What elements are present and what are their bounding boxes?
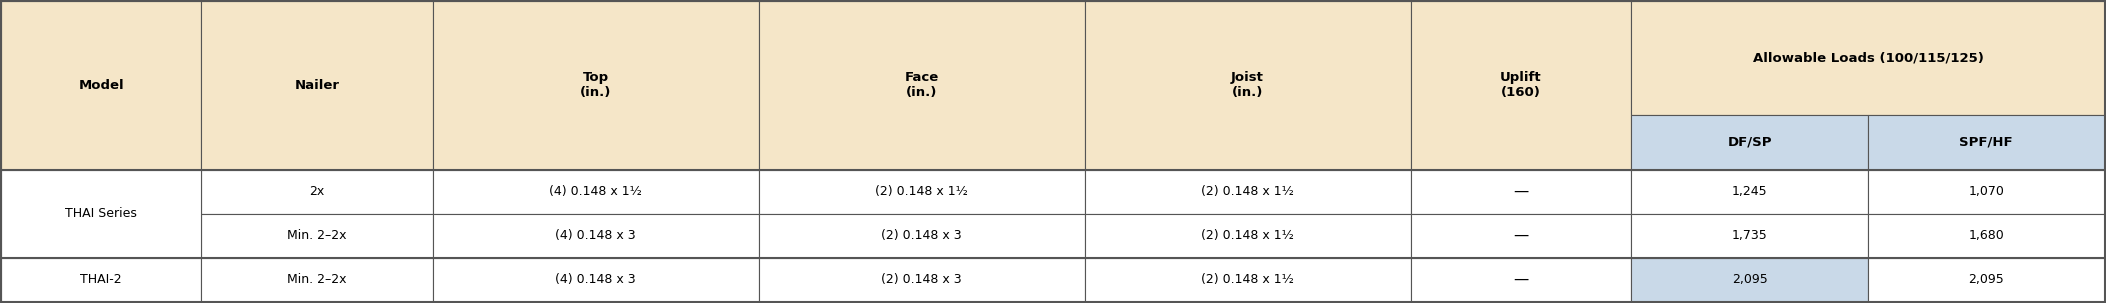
FancyBboxPatch shape [1085, 258, 1411, 301]
FancyBboxPatch shape [432, 2, 758, 169]
Text: (2) 0.148 x 3: (2) 0.148 x 3 [880, 229, 962, 242]
FancyBboxPatch shape [1868, 258, 2104, 301]
Text: Min. 2–2x: Min. 2–2x [286, 273, 347, 286]
Text: —: — [1514, 184, 1529, 199]
FancyBboxPatch shape [1632, 2, 2104, 115]
Text: (2) 0.148 x 1½: (2) 0.148 x 1½ [1200, 185, 1293, 198]
Text: 1,680: 1,680 [1969, 229, 2005, 242]
FancyBboxPatch shape [758, 2, 1085, 169]
FancyBboxPatch shape [1085, 169, 1411, 214]
Text: Uplift
(160): Uplift (160) [1499, 72, 1542, 99]
FancyBboxPatch shape [1632, 214, 1868, 258]
Text: —: — [1514, 272, 1529, 287]
Text: 2x: 2x [310, 185, 324, 198]
Text: 2,095: 2,095 [1731, 273, 1767, 286]
Text: THAI Series: THAI Series [65, 207, 137, 220]
FancyBboxPatch shape [1411, 169, 1632, 214]
Text: DF/SP: DF/SP [1727, 136, 1771, 149]
Text: (4) 0.148 x 1½: (4) 0.148 x 1½ [550, 185, 642, 198]
Text: (4) 0.148 x 3: (4) 0.148 x 3 [556, 273, 636, 286]
FancyBboxPatch shape [432, 258, 758, 301]
FancyBboxPatch shape [758, 214, 1085, 258]
Text: Nailer: Nailer [295, 79, 339, 92]
FancyBboxPatch shape [758, 169, 1085, 214]
FancyBboxPatch shape [1868, 214, 2104, 258]
FancyBboxPatch shape [1632, 258, 1868, 301]
FancyBboxPatch shape [432, 214, 758, 258]
Text: 2,095: 2,095 [1969, 273, 2005, 286]
FancyBboxPatch shape [2, 258, 202, 301]
FancyBboxPatch shape [202, 2, 432, 169]
Text: —: — [1514, 228, 1529, 243]
Text: 1,070: 1,070 [1969, 185, 2005, 198]
Text: Model: Model [78, 79, 124, 92]
FancyBboxPatch shape [2, 169, 202, 258]
FancyBboxPatch shape [1868, 169, 2104, 214]
Text: Top
(in.): Top (in.) [579, 72, 611, 99]
Text: (2) 0.148 x 1½: (2) 0.148 x 1½ [1200, 229, 1293, 242]
FancyBboxPatch shape [1411, 214, 1632, 258]
Text: Allowable Loads (100/115/125): Allowable Loads (100/115/125) [1752, 52, 1984, 65]
FancyBboxPatch shape [2, 2, 202, 169]
Text: (2) 0.148 x 3: (2) 0.148 x 3 [880, 273, 962, 286]
Text: 1,245: 1,245 [1731, 185, 1767, 198]
Text: Min. 2–2x: Min. 2–2x [286, 229, 347, 242]
FancyBboxPatch shape [1411, 258, 1632, 301]
FancyBboxPatch shape [1632, 115, 1868, 169]
Text: Face
(in.): Face (in.) [903, 72, 939, 99]
Text: THAI-2: THAI-2 [80, 273, 122, 286]
Text: (2) 0.148 x 1½: (2) 0.148 x 1½ [1200, 273, 1293, 286]
Text: (4) 0.148 x 3: (4) 0.148 x 3 [556, 229, 636, 242]
FancyBboxPatch shape [432, 169, 758, 214]
FancyBboxPatch shape [202, 169, 432, 214]
Text: (2) 0.148 x 1½: (2) 0.148 x 1½ [876, 185, 969, 198]
FancyBboxPatch shape [1085, 214, 1411, 258]
FancyBboxPatch shape [1632, 169, 1868, 214]
Text: 1,735: 1,735 [1731, 229, 1767, 242]
FancyBboxPatch shape [202, 258, 432, 301]
Text: Joist
(in.): Joist (in.) [1232, 72, 1264, 99]
FancyBboxPatch shape [1411, 2, 1632, 169]
FancyBboxPatch shape [758, 258, 1085, 301]
FancyBboxPatch shape [1868, 115, 2104, 169]
FancyBboxPatch shape [1085, 2, 1411, 169]
Text: SPF/HF: SPF/HF [1959, 136, 2013, 149]
FancyBboxPatch shape [202, 214, 432, 258]
